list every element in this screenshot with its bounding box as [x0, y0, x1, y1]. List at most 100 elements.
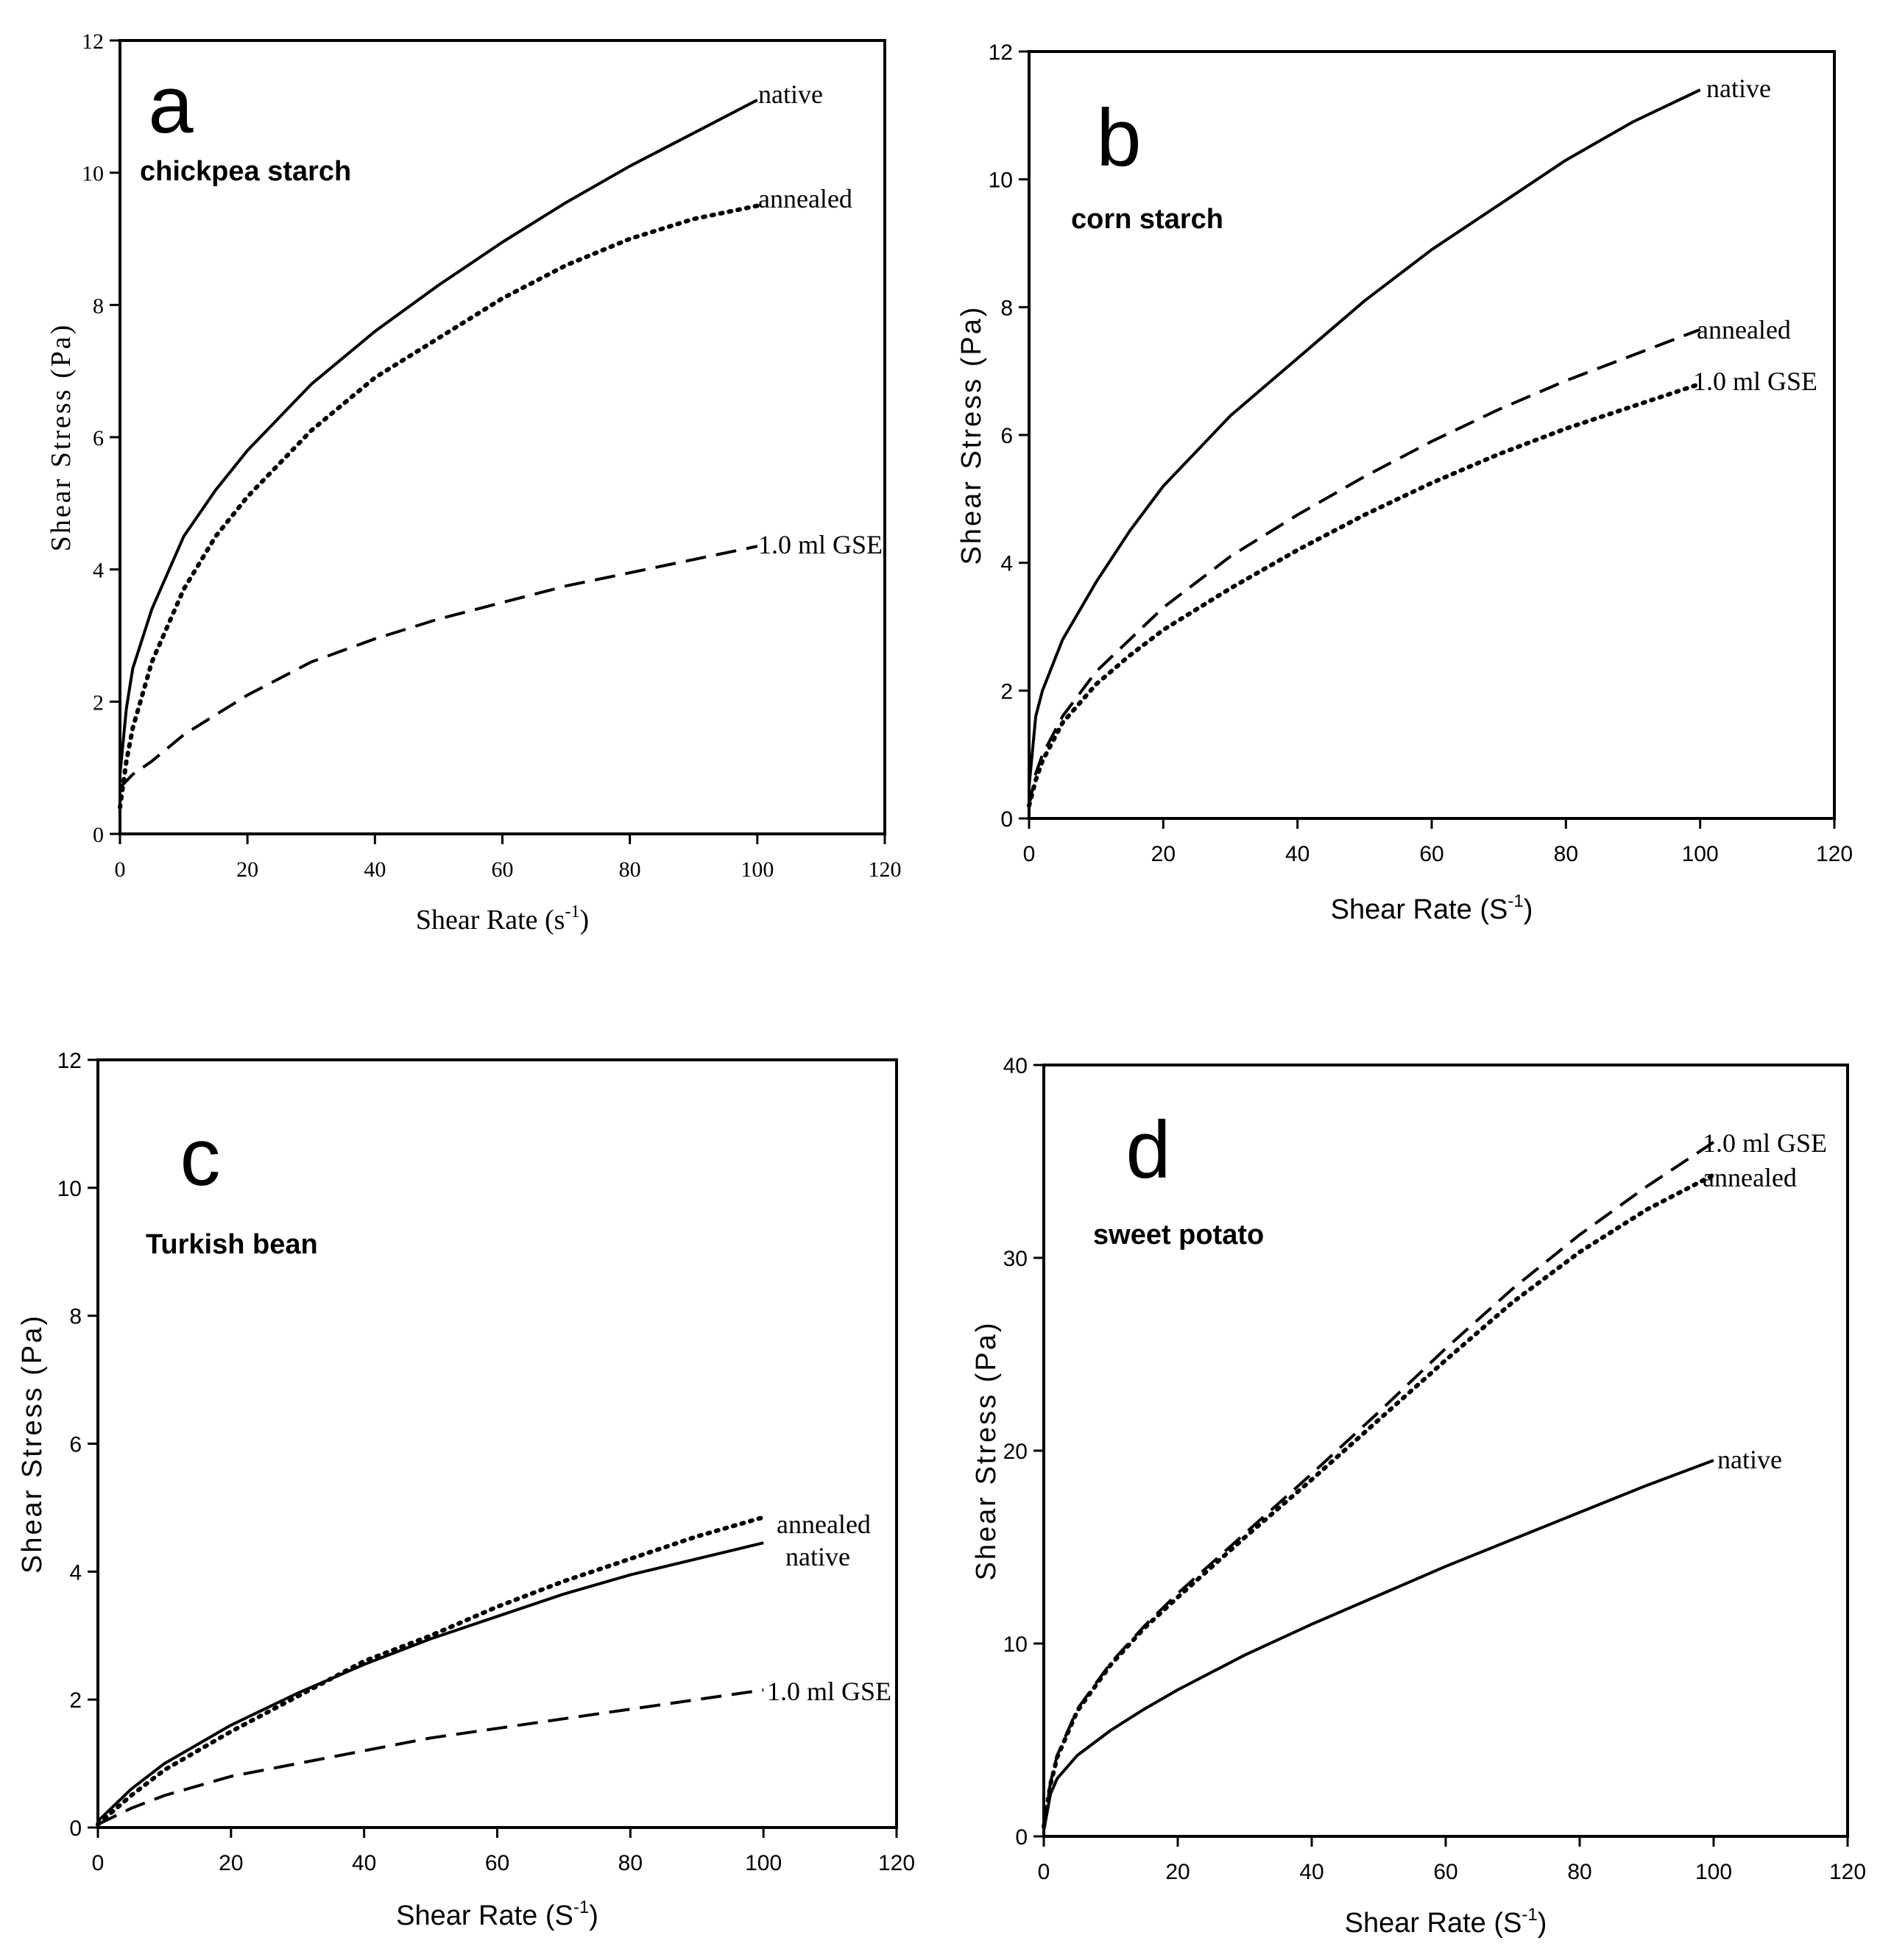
x-tick-label: 20 — [219, 1851, 243, 1875]
x-tick-label: 100 — [741, 857, 774, 882]
x-tick-label: 0 — [92, 1851, 105, 1875]
series-line-1-0-ml-gse — [1027, 381, 1703, 808]
series-label-1-0-ml-gse: 1.0 ml GSE — [1693, 367, 1817, 396]
chart-panel-a: 0 20 40 60 80 100 120 0 2 4 6 8 10 12 a chickpea starch… — [46, 29, 902, 935]
y-tick-label: 2 — [1000, 679, 1013, 704]
x-axis-title-main: Shear Rate (S — [1331, 894, 1508, 925]
y-axis-title: Shear Stress (Pa) — [17, 1314, 48, 1574]
y-tick-label: 8 — [69, 1305, 82, 1329]
x-tick-label: 0 — [1038, 1860, 1050, 1884]
x-tick-label: 100 — [1695, 1860, 1732, 1884]
panel-subtitle: corn starch — [1071, 204, 1223, 235]
y-tick-label: 40 — [1003, 1054, 1028, 1078]
series-line-native — [96, 1541, 764, 1822]
series-label-native: native — [1717, 1445, 1782, 1474]
series-line-annealed — [118, 203, 760, 810]
x-tick-label: 120 — [1816, 842, 1853, 866]
y-tick-label: 0 — [1000, 807, 1013, 832]
series-line-native — [119, 99, 758, 775]
series-line-native — [1042, 1459, 1714, 1831]
x-axis-title: Shear Rate (S-1) — [396, 1897, 598, 1931]
y-tick-label: 4 — [93, 559, 104, 583]
series-label-1-0-ml-gse: 1.0 ml GSE — [758, 530, 883, 559]
x-tick-label: 100 — [1682, 842, 1719, 866]
x-tick-label: 120 — [1829, 1860, 1866, 1884]
y-tick-label: 20 — [1003, 1440, 1028, 1464]
x-tick-label: 120 — [869, 857, 902, 882]
series-line-1-0-ml-gse — [119, 545, 758, 789]
x-tick-label: 40 — [352, 1851, 376, 1875]
series-line-annealed — [1042, 1172, 1716, 1829]
series-line-annealed — [1028, 328, 1701, 807]
series-label-native: native — [1706, 74, 1771, 103]
y-tick-label: 0 — [93, 823, 104, 847]
x-tick-label: 60 — [1419, 842, 1443, 866]
chart-panel-d: 0 20 40 60 80 100 120 0 10 20 30 40 d sweet potato She… — [971, 1054, 1866, 1939]
series-label-annealed: annealed — [1703, 1163, 1797, 1192]
series-label-1-0-ml-gse: 1.0 ml GSE — [767, 1677, 891, 1706]
y-tick-label: 10 — [82, 162, 104, 186]
x-axis-title: Shear Rate (S-1) — [1345, 1905, 1547, 1939]
chart-panel-b: 0 20 40 60 80 100 120 0 2 4 6 8 10 12 b corn starch Shea… — [956, 40, 1853, 925]
x-tick-label: 20 — [1151, 842, 1176, 866]
x-tick-label: 20 — [236, 857, 258, 882]
series-label-annealed: annealed — [1697, 315, 1791, 344]
y-tick-label: 8 — [1000, 296, 1013, 320]
x-tick-label: 120 — [878, 1851, 915, 1875]
x-tick-label: 60 — [492, 857, 514, 882]
panel-letter: a — [148, 60, 194, 150]
series-label-native: native — [785, 1542, 850, 1571]
x-axis-title-main: Shear Rate (S — [396, 1900, 573, 1931]
panel-letter: c — [180, 1112, 221, 1203]
chart-panel-c: 0 20 40 60 80 100 120 0 2 4 6 8 10 12 c Turkish bean She… — [17, 1049, 915, 1931]
y-tick-label: 6 — [93, 426, 104, 450]
x-axis-title-main: Shear Rate (s — [416, 905, 565, 935]
y-tick-label: 10 — [989, 169, 1013, 193]
x-tick-label: 80 — [1567, 1860, 1591, 1884]
y-tick-label: 10 — [1003, 1632, 1028, 1657]
y-tick-label: 0 — [69, 1816, 82, 1841]
panel-subtitle: sweet potato — [1093, 1220, 1264, 1250]
series-line-1-0-ml-gse — [97, 1688, 764, 1826]
panel-subtitle: chickpea starch — [140, 156, 351, 187]
plot-frame — [1028, 50, 1836, 820]
x-axis-title-superscript: -1 — [1508, 891, 1523, 911]
series-line-1-0-ml-gse — [1042, 1141, 1715, 1828]
x-axis-title-superscript: -1 — [565, 902, 579, 921]
panel-subtitle: Turkish bean — [146, 1229, 318, 1260]
y-tick-label: 2 — [69, 1688, 82, 1713]
x-tick-label: 60 — [1433, 1860, 1457, 1884]
y-axis-title: Shear Stress (Pa) — [971, 1321, 1002, 1581]
series-label-annealed: annealed — [758, 184, 852, 213]
y-tick-label: 4 — [1000, 552, 1013, 576]
x-tick-label: 40 — [364, 857, 386, 882]
series-label-1-0-ml-gse: 1.0 ml GSE — [1703, 1128, 1827, 1158]
y-tick-label: 2 — [93, 690, 104, 715]
y-tick-label: 12 — [82, 29, 104, 54]
series-line-native — [1028, 88, 1701, 787]
x-tick-label: 20 — [1165, 1860, 1190, 1884]
series-line-annealed — [96, 1515, 766, 1827]
y-axis-title: Shear Stress (Pa) — [956, 305, 987, 565]
x-tick-label: 80 — [1554, 842, 1578, 866]
x-axis-title: Shear Rate (S-1) — [1331, 891, 1533, 925]
series-label-native: native — [758, 79, 823, 109]
panel-letter: d — [1125, 1105, 1170, 1195]
x-axis-title-main: Shear Rate (S — [1345, 1908, 1522, 1939]
x-axis-title-end: ) — [589, 1900, 598, 1931]
panel-letter: b — [1096, 93, 1141, 183]
y-tick-label: 30 — [1003, 1247, 1028, 1271]
y-tick-label: 6 — [69, 1433, 82, 1457]
x-axis-title: Shear Rate (s-1) — [416, 902, 589, 935]
x-tick-label: 80 — [618, 1851, 643, 1875]
x-tick-label: 100 — [745, 1851, 782, 1875]
y-tick-label: 6 — [1000, 424, 1013, 448]
x-tick-label: 60 — [485, 1851, 509, 1875]
y-tick-label: 12 — [57, 1049, 82, 1073]
x-tick-label: 0 — [115, 857, 126, 882]
x-axis-title-superscript: -1 — [1522, 1905, 1537, 1925]
x-tick-label: 40 — [1299, 1860, 1324, 1884]
x-axis-title-end: ) — [1524, 894, 1533, 925]
x-axis-title-end: ) — [1538, 1908, 1547, 1939]
